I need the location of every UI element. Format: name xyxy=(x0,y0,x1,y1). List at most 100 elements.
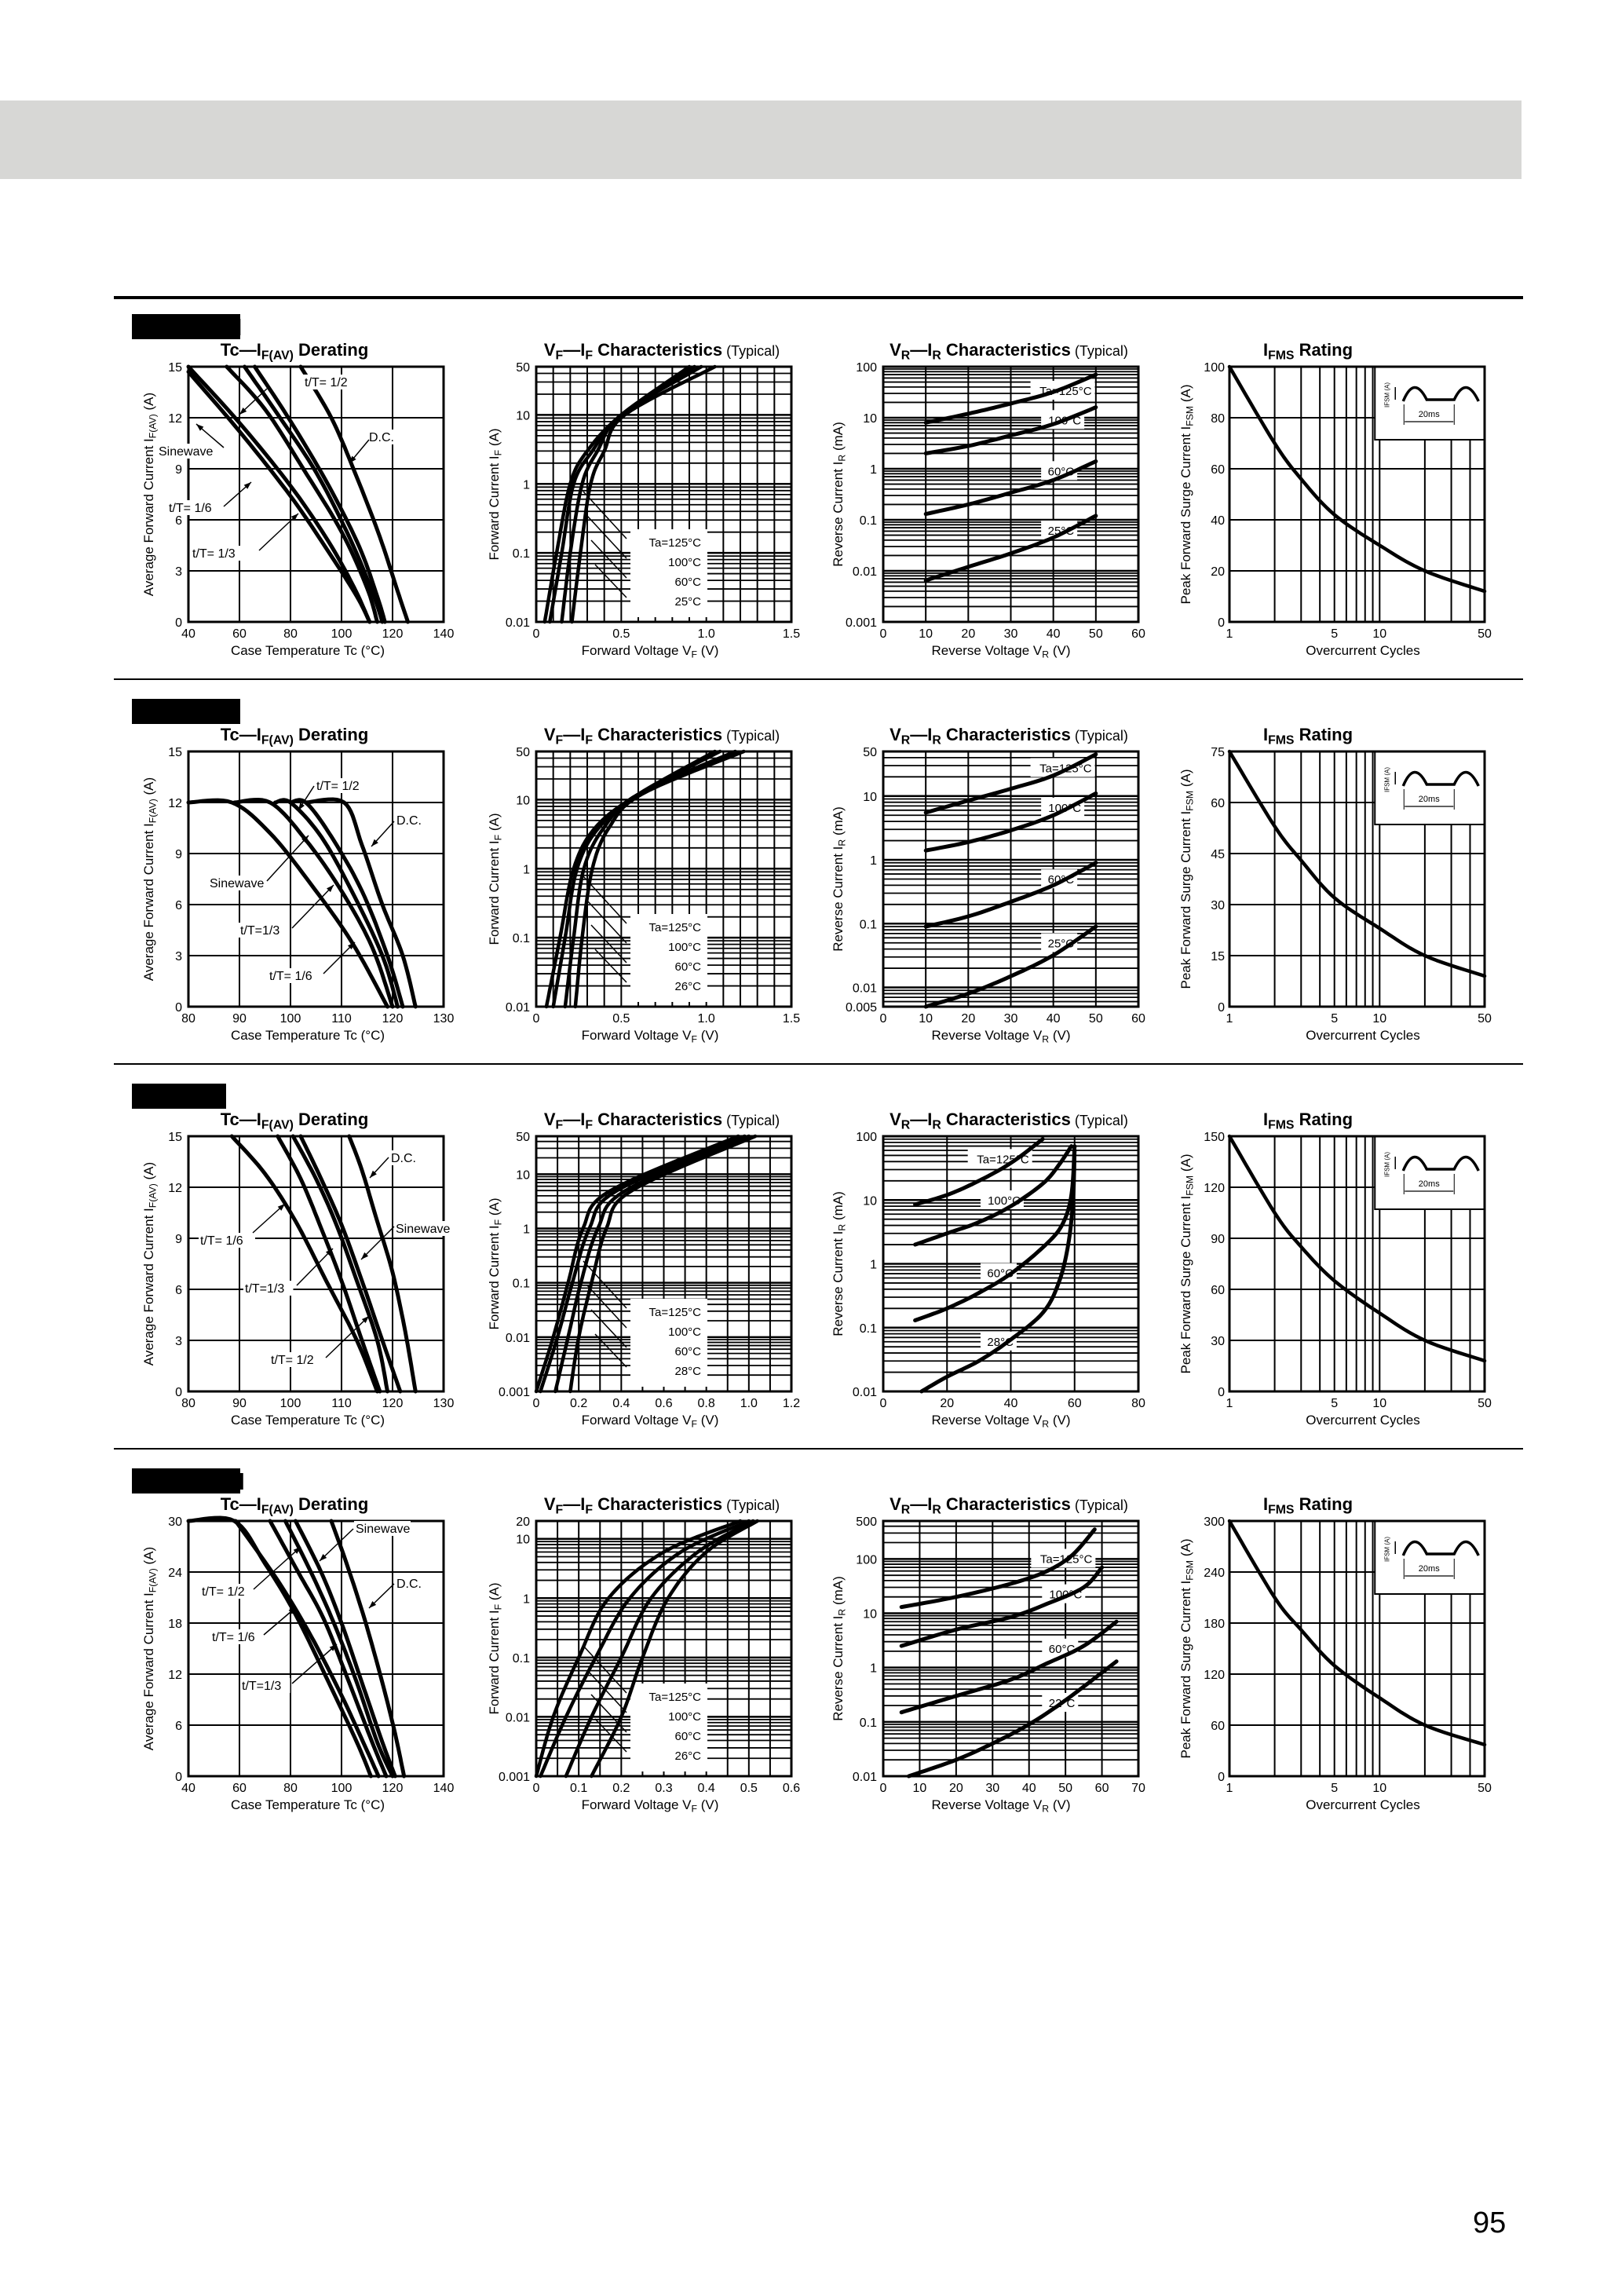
leader-arrow xyxy=(323,941,356,974)
vr-ir-curve xyxy=(923,459,1098,517)
label-bg xyxy=(240,1678,290,1693)
vr-ir-curve xyxy=(923,372,1098,425)
arrow-head-icon xyxy=(196,424,204,431)
x-axis-label: Reverse Voltage VR (V) xyxy=(931,1797,1070,1814)
legend-bg xyxy=(630,529,707,617)
x-tick-label: 70 xyxy=(1131,1782,1145,1795)
x-tick-label: 110 xyxy=(331,1012,352,1026)
label-bg xyxy=(354,1521,411,1536)
vr-ir-curve xyxy=(913,1137,1045,1207)
x-axis-label: Overcurrent Cycles xyxy=(1306,643,1419,658)
arrow-head-icon xyxy=(361,1316,369,1323)
waveform-inset xyxy=(1374,366,1486,441)
chart-title: VF—IF Characteristics (Typical) xyxy=(544,1110,780,1132)
top-rule xyxy=(114,296,1523,299)
sine-pulse-icon xyxy=(1401,1540,1480,1556)
x-tick-label: 30 xyxy=(1004,627,1018,641)
y-tick-label: 1 xyxy=(870,1259,877,1272)
y-tick-label: 12 xyxy=(168,1182,182,1195)
x-tick-label: 60 xyxy=(232,627,247,641)
inset-period-label: 20ms xyxy=(1419,1179,1440,1189)
y-tick-label: 50 xyxy=(863,746,877,759)
leader-arrow xyxy=(594,949,627,983)
x-tick-label: 60 xyxy=(1131,1012,1145,1026)
waveform-inset xyxy=(1374,1135,1486,1210)
chart-title: VF—IF Characteristics (Typical) xyxy=(544,340,780,362)
y-axis-label: Reverse Current IR (mA) xyxy=(831,422,847,567)
x-tick-label: 120 xyxy=(382,1397,404,1410)
y-tick-label: 150 xyxy=(1204,1131,1225,1144)
x-axis-label: Overcurrent Cycles xyxy=(1306,1413,1419,1428)
x-tick-label: 0 xyxy=(880,1397,887,1410)
x-tick-label: 0.4 xyxy=(612,1397,630,1410)
y-tick-label: 0 xyxy=(175,616,182,630)
y-tick-label: 1 xyxy=(870,854,877,868)
leader-arrow xyxy=(291,884,334,929)
legend-bg xyxy=(630,1684,707,1771)
x-tick-label: 0.5 xyxy=(612,627,630,641)
y-tick-label: 6 xyxy=(175,514,182,528)
curve-label: t/T= 1/6 xyxy=(212,1631,255,1644)
y-tick-label: 50 xyxy=(516,746,530,759)
x-tick-label: 0 xyxy=(533,1397,540,1410)
y-tick-label: 10 xyxy=(863,412,877,426)
vr-ir-curve xyxy=(923,791,1098,853)
curve-label: t/T= 1/2 xyxy=(305,376,348,389)
label-bg xyxy=(1042,1584,1086,1603)
vf-if-curve xyxy=(539,1519,751,1779)
curve-label: D.C. xyxy=(396,1578,422,1591)
ifsm-chart: IFMS Rating 0 30 60 90 120 150 1 5 10 50 20ms IFSM (… xyxy=(1178,1110,1492,1428)
legend-label: Ta=125°C xyxy=(649,536,702,550)
x-tick-label: 50 xyxy=(1478,627,1492,641)
x-tick-label: 0.8 xyxy=(698,1397,715,1410)
plot-frame xyxy=(535,750,793,1008)
arrow-head-icon xyxy=(329,1644,337,1651)
x-tick-label: 0 xyxy=(880,1012,887,1026)
y-tick-label: 6 xyxy=(175,1284,182,1297)
inset-axis-label: IFSM (A) xyxy=(1383,1537,1390,1562)
plot-frame xyxy=(1228,1135,1486,1393)
leader-arrow xyxy=(590,924,627,963)
vf-if-curve xyxy=(553,1134,751,1394)
inset-axis-label: IFSM (A) xyxy=(1383,382,1390,408)
label-bg xyxy=(389,1150,419,1165)
x-tick-label: 140 xyxy=(433,1782,455,1795)
y-axis-label: Forward Current IF (A) xyxy=(487,813,503,945)
x-axis-label: Case Temperature Tc (°C) xyxy=(231,1413,385,1428)
vf-if-curve xyxy=(564,1519,755,1779)
vr-ir-curve xyxy=(919,1148,1077,1394)
y-tick-label: 10 xyxy=(863,1608,877,1621)
plot-frame xyxy=(1228,1519,1486,1778)
inset-axis-label: IFSM (A) xyxy=(1383,1152,1390,1177)
leader-arrow xyxy=(583,1260,627,1309)
label-bg xyxy=(239,923,289,938)
curve-label: 60°C xyxy=(1049,1643,1076,1656)
x-axis-label: Forward Voltage VF (V) xyxy=(582,1797,719,1814)
y-tick-label: 0 xyxy=(1218,1001,1225,1015)
y-tick-label: 12 xyxy=(168,797,182,810)
y-tick-label: 12 xyxy=(168,412,182,426)
curve-label: 60°C xyxy=(1048,465,1075,478)
curve-label: Sinewave xyxy=(396,1223,450,1236)
chart-title: VF—IF Characteristics (Typical) xyxy=(544,1494,780,1516)
x-tick-label: 0.4 xyxy=(698,1782,715,1795)
curve-label: D.C. xyxy=(396,814,422,828)
y-tick-label: 80 xyxy=(1211,412,1225,426)
legend-label: Ta=125°C xyxy=(649,1306,702,1319)
chart-title: Tc—IF(AV) Derating xyxy=(221,725,369,747)
x-tick-label: 80 xyxy=(181,1397,195,1410)
y-tick-label: 0.01 xyxy=(853,1386,877,1399)
x-tick-label: 100 xyxy=(280,1397,301,1410)
label-bg xyxy=(243,1281,294,1296)
curve-label: t/T= 1/6 xyxy=(269,970,312,983)
x-tick-label: 0 xyxy=(880,627,887,641)
curve-label: Ta=125°C xyxy=(977,1153,1029,1166)
y-tick-label: 1 xyxy=(523,1592,530,1606)
vf-if-curve xyxy=(539,1134,747,1394)
vr-ir-curve xyxy=(899,1527,1097,1610)
x-tick-label: 0.3 xyxy=(655,1782,672,1795)
arrow-head-icon xyxy=(349,455,356,463)
x-tick-label: 1 xyxy=(1226,627,1233,641)
y-tick-label: 500 xyxy=(856,1515,877,1529)
legend-label: 100°C xyxy=(668,1710,701,1724)
